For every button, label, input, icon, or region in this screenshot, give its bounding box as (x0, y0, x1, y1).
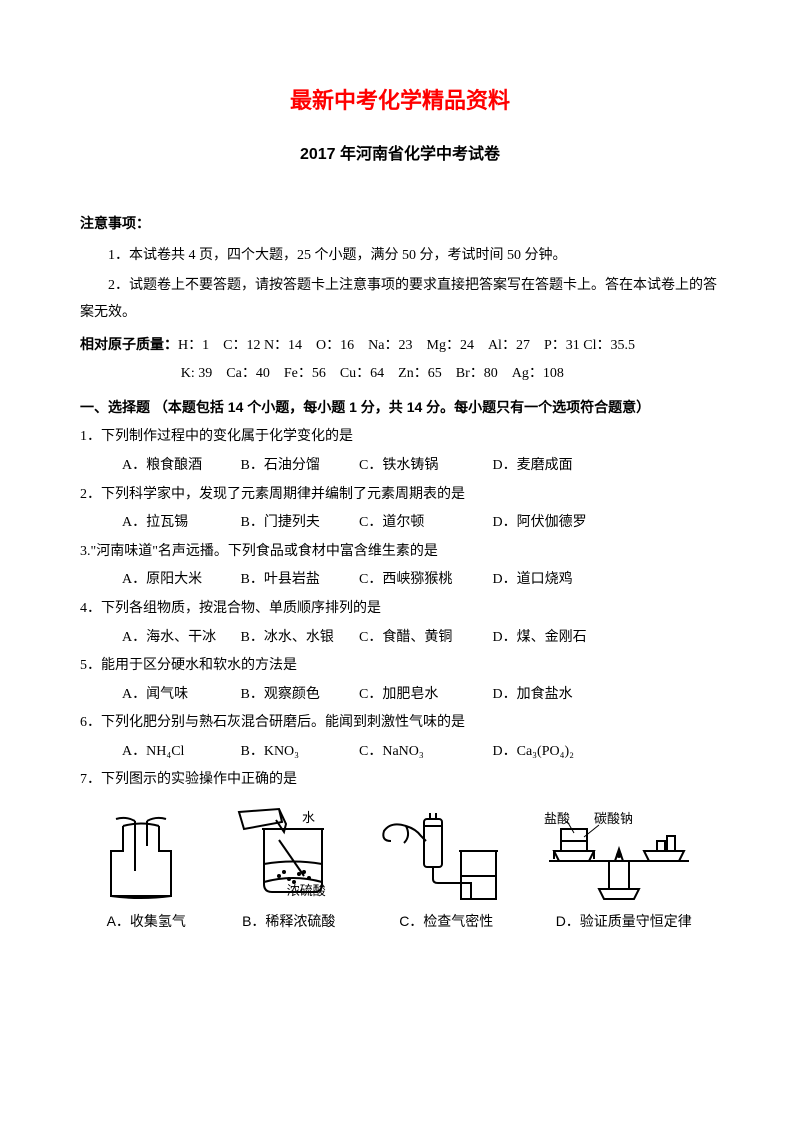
sub-title: 2017 年河南省化学中考试卷 (80, 140, 720, 170)
question-stem: 3."河南味道"名声远播。下列食品或食材中富含维生素的是 (80, 539, 720, 566)
option-d: D．Ca₃(PO₄)₂ (493, 739, 575, 766)
question-options: A．闻气味 B．观察颜色 C．加肥皂水 D．加食盐水 (80, 682, 720, 709)
figure-c: C．检查气密性 (376, 811, 516, 935)
figure-d: 盐酸 碳酸钠 D．验证质量守恒定律 (539, 811, 709, 935)
question-stem: 5．能用于区分硬水和软水的方法是 (80, 653, 720, 680)
option-c: C．道尔顿 (359, 510, 489, 537)
atomic-mass-line: 相对原子质量：H：1 C：12 N：14 O：16 Na：23 Mg：24 Al… (80, 331, 720, 360)
figure-caption: C．检查气密性 (376, 908, 516, 935)
option-a: A．NH₄Cl (122, 739, 237, 766)
option-d: D．道口烧鸡 (493, 567, 573, 594)
option-c: C．加肥皂水 (359, 682, 489, 709)
mass-values: H：1 C：12 N：14 O：16 Na：23 Mg：24 Al：27 P：3… (178, 338, 635, 353)
gas-collect-icon (91, 816, 201, 906)
option-d: D．煤、金刚石 (493, 625, 587, 652)
airtight-icon (376, 811, 516, 906)
notice-item: 2．试题卷上不要答题，请按答题卡上注意事项的要求直接把答案写在答题卡上。答在本试… (80, 273, 720, 326)
option-c: C．食醋、黄铜 (359, 625, 489, 652)
option-c: C．NaNO₃ (359, 739, 489, 766)
main-title: 最新中考化学精品资料 (80, 80, 720, 122)
figure-caption: A．收集氢气 (91, 908, 201, 935)
option-a: A．粮食酿酒 (122, 453, 237, 480)
figure-a: A．收集氢气 (91, 816, 201, 935)
question-stem: 7．下列图示的实验操作中正确的是 (80, 767, 720, 794)
option-a: A．原阳大米 (122, 567, 237, 594)
water-label: 水 (302, 810, 315, 825)
question-stem: 4．下列各组物质，按混合物、单质顺序排列的是 (80, 596, 720, 623)
figure-caption: D．验证质量守恒定律 (539, 908, 709, 935)
question-options: A．海水、干冰 B．冰水、水银 C．食醋、黄铜 D．煤、金刚石 (80, 625, 720, 652)
option-c: C．西峡猕猴桃 (359, 567, 489, 594)
option-d: D．阿伏伽德罗 (493, 510, 587, 537)
option-d: D．加食盐水 (493, 682, 573, 709)
notice-text: 2．试题卷上不要答题，请按答题卡上注意事项的要求直接把答案写在答题卡上。答在本试… (80, 278, 717, 320)
option-c: C．铁水铸锅 (359, 453, 489, 480)
option-a: A．闻气味 (122, 682, 237, 709)
option-b: B．叶县岩盐 (241, 567, 356, 594)
question-options: A．粮食酿酒 B．石油分馏 C．铁水铸锅 D．麦磨成面 (80, 453, 720, 480)
option-a: A．海水、干冰 (122, 625, 237, 652)
notice-item: 1．本试卷共 4 页，四个大题，25 个小题，满分 50 分，考试时间 50 分… (80, 243, 720, 270)
soda-label: 碳酸钠 (594, 811, 633, 826)
figure-caption: B．稀释浓硫酸 (224, 908, 354, 935)
question-stem: 1．下列制作过程中的变化属于化学变化的是 (80, 424, 720, 451)
question-options: A．原阳大米 B．叶县岩盐 C．西峡猕猴桃 D．道口烧鸡 (80, 567, 720, 594)
notice-heading: 注意事项： (80, 210, 720, 237)
question-options: A．拉瓦锡 B．门捷列夫 C．道尔顿 D．阿伏伽德罗 (80, 510, 720, 537)
atomic-mass-line: K: 39 Ca：40 Fe：56 Cu：64 Zn：65 Br：80 Ag：1… (80, 361, 720, 388)
option-d: D．麦磨成面 (493, 453, 573, 480)
mass-heading: 相对原子质量： (80, 336, 178, 352)
option-b: B．石油分馏 (241, 453, 356, 480)
salt-acid-label: 盐酸 (544, 811, 570, 826)
option-b: B．冰水、水银 (241, 625, 356, 652)
figure-b: 水 浓硫酸 B．稀释浓硫酸 (224, 804, 354, 934)
section-heading: 一、选择题 （本题包括 14 个小题，每小题 1 分，共 14 分。每小题只有一… (80, 394, 720, 421)
option-b: B．观察颜色 (241, 682, 356, 709)
option-a: A．拉瓦锡 (122, 510, 237, 537)
mass-law-icon: 盐酸 碳酸钠 (539, 811, 709, 906)
figure-row: A．收集氢气 水 浓硫酸 B．稀释浓硫酸 (80, 796, 720, 934)
question-options: A．NH₄Cl B．KNO₃ C．NaNO₃ D．Ca₃(PO₄)₂ (80, 739, 720, 766)
question-stem: 6．下列化肥分别与熟石灰混合研磨后。能闻到刺激性气味的是 (80, 710, 720, 737)
option-b: B．KNO₃ (241, 739, 356, 766)
question-stem: 2．下列科学家中，发现了元素周期律并编制了元素周期表的是 (80, 482, 720, 509)
option-b: B．门捷列夫 (241, 510, 356, 537)
